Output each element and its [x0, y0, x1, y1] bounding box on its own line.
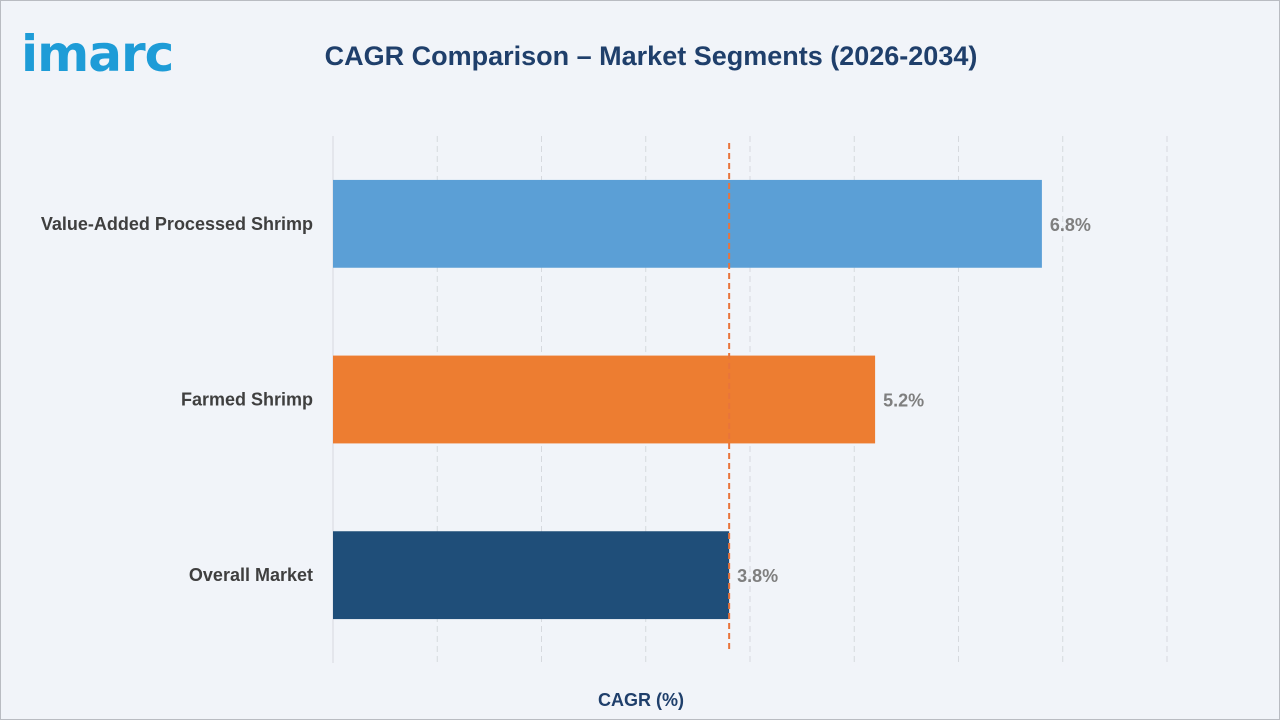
- x-axis-label: CAGR (%): [598, 690, 684, 710]
- data-label: 5.2%: [883, 391, 924, 411]
- bar: [333, 179, 1042, 268]
- chart-title: CAGR Comparison – Market Segments (2026-…: [324, 41, 978, 71]
- category-label: Value-Added Processed Shrimp: [41, 214, 313, 234]
- category-label: Overall Market: [189, 565, 313, 585]
- bar: [333, 531, 730, 620]
- data-label: 6.8%: [1050, 215, 1091, 235]
- bar: [333, 355, 876, 444]
- data-label: 3.8%: [737, 566, 778, 586]
- category-label: Farmed Shrimp: [181, 390, 313, 410]
- imarc-logo: imarc: [21, 25, 174, 83]
